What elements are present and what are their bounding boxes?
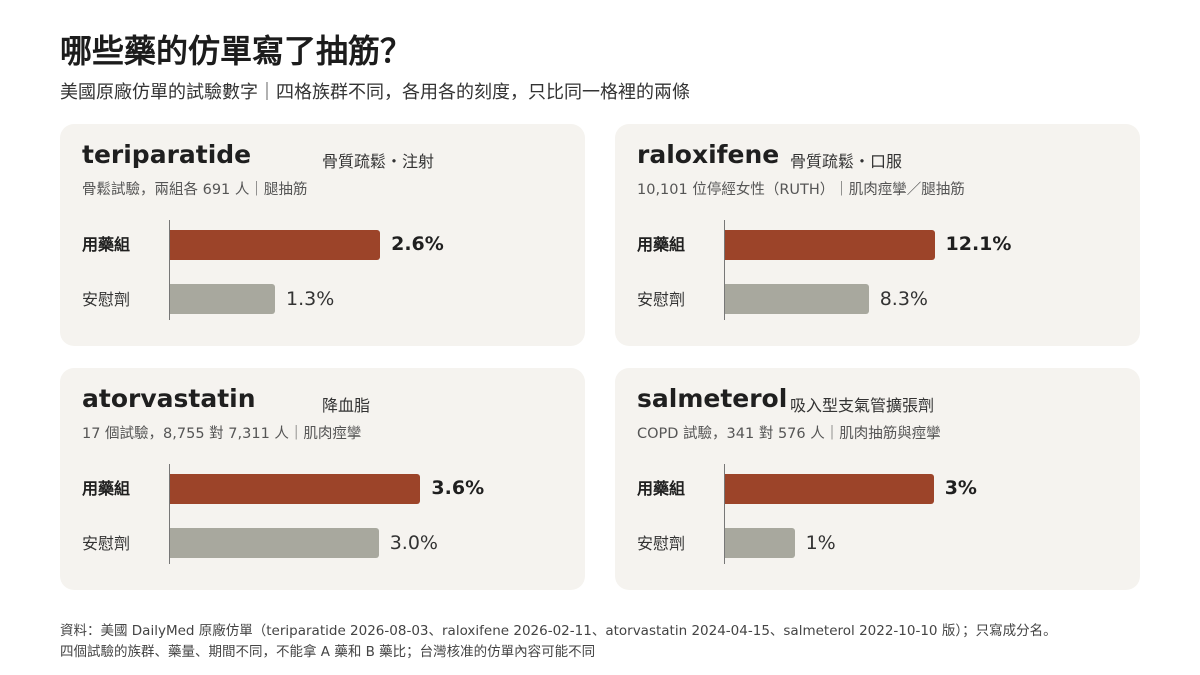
placebo-bar xyxy=(170,284,276,314)
placebo-bar xyxy=(170,528,379,558)
drug-bar xyxy=(170,230,381,260)
value-label: 1.3% xyxy=(286,288,335,310)
source-line-2: 四個試驗的族群、藥量、期間不同，不能拿 A 藥和 B 藥比；台灣核准的仿單內容可… xyxy=(60,644,596,660)
trial-info: COPD 試驗，341 對 576 人｜肌肉抽筋與痙攣 xyxy=(637,426,941,442)
drug-category: 骨質疏鬆・注射 xyxy=(322,152,435,171)
page-title: 哪些藥的仿單寫了抽筋？ xyxy=(60,32,413,70)
category-label: 安慰劑 xyxy=(82,534,131,553)
category-label: 安慰劑 xyxy=(637,290,686,309)
value-label: 12.1% xyxy=(945,233,1012,255)
bar-axis-line xyxy=(724,464,725,564)
drug-category: 吸入型支氣管擴張劑 xyxy=(790,396,935,415)
trial-info: 10,101 位停經女性（RUTH）｜肌肉痙攣／腿抽筋 xyxy=(637,182,965,198)
value-label: 3% xyxy=(944,477,977,499)
trial-info: 骨鬆試驗，兩組各 691 人｜腿抽筋 xyxy=(82,182,308,198)
drug-name: teriparatide xyxy=(82,140,252,169)
chart-panel-salmeterol: salmeterol 吸入型支氣管擴張劑 COPD 試驗，341 對 576 人｜肌… xyxy=(615,368,1140,590)
drug-bar xyxy=(170,474,421,504)
placebo-bar xyxy=(725,528,795,558)
chart-panel-raloxifene: raloxifene 骨質疏鬆・口服 10,101 位停經女性（RUTH）｜肌肉痙攣… xyxy=(615,124,1140,346)
source-note: 資料：美國 DailyMed 原廠仿單（teriparatide 2026-08… xyxy=(60,621,1057,663)
bar-axis-line xyxy=(169,464,170,564)
category-label: 用藥組 xyxy=(637,479,686,498)
chart-panel-atorvastatin: atorvastatin 降血脂 17 個試驗，8,755 對 7,311 人｜肌肉… xyxy=(60,368,585,590)
source-line-1: 資料：美國 DailyMed 原廠仿單（teriparatide 2026-08… xyxy=(60,623,1057,639)
value-label: 2.6% xyxy=(391,233,444,255)
placebo-bar xyxy=(725,284,869,314)
trial-info: 17 個試驗，8,755 對 7,311 人｜肌肉痙攣 xyxy=(82,426,362,442)
category-label: 安慰劑 xyxy=(637,534,686,553)
value-label: 3.6% xyxy=(431,477,485,499)
page-subtitle: 美國原廠仿單的試驗數字｜四格族群不同，各用各的刻度，只比同一格裡的兩條 xyxy=(60,82,690,103)
drug-category: 降血脂 xyxy=(322,396,371,415)
drug-name: atorvastatin xyxy=(82,384,256,413)
bar-axis-line xyxy=(724,220,725,320)
value-label: 1% xyxy=(805,532,836,554)
category-label: 用藥組 xyxy=(637,235,686,254)
value-label: 3.0% xyxy=(389,532,438,554)
category-label: 用藥組 xyxy=(82,479,131,498)
chart-panel-teriparatide: teriparatide 骨質疏鬆・注射 骨鬆試驗，兩組各 691 人｜腿抽筋 用藥組… xyxy=(60,124,585,346)
drug-bar xyxy=(725,230,935,260)
drug-name: raloxifene xyxy=(637,140,780,169)
category-label: 用藥組 xyxy=(82,235,131,254)
drug-bar xyxy=(725,474,934,504)
bar-axis-line xyxy=(169,220,170,320)
drug-name: salmeterol xyxy=(637,384,788,413)
drug-category: 骨質疏鬆・口服 xyxy=(790,152,903,171)
category-label: 安慰劑 xyxy=(82,290,131,309)
value-label: 8.3% xyxy=(879,288,928,310)
